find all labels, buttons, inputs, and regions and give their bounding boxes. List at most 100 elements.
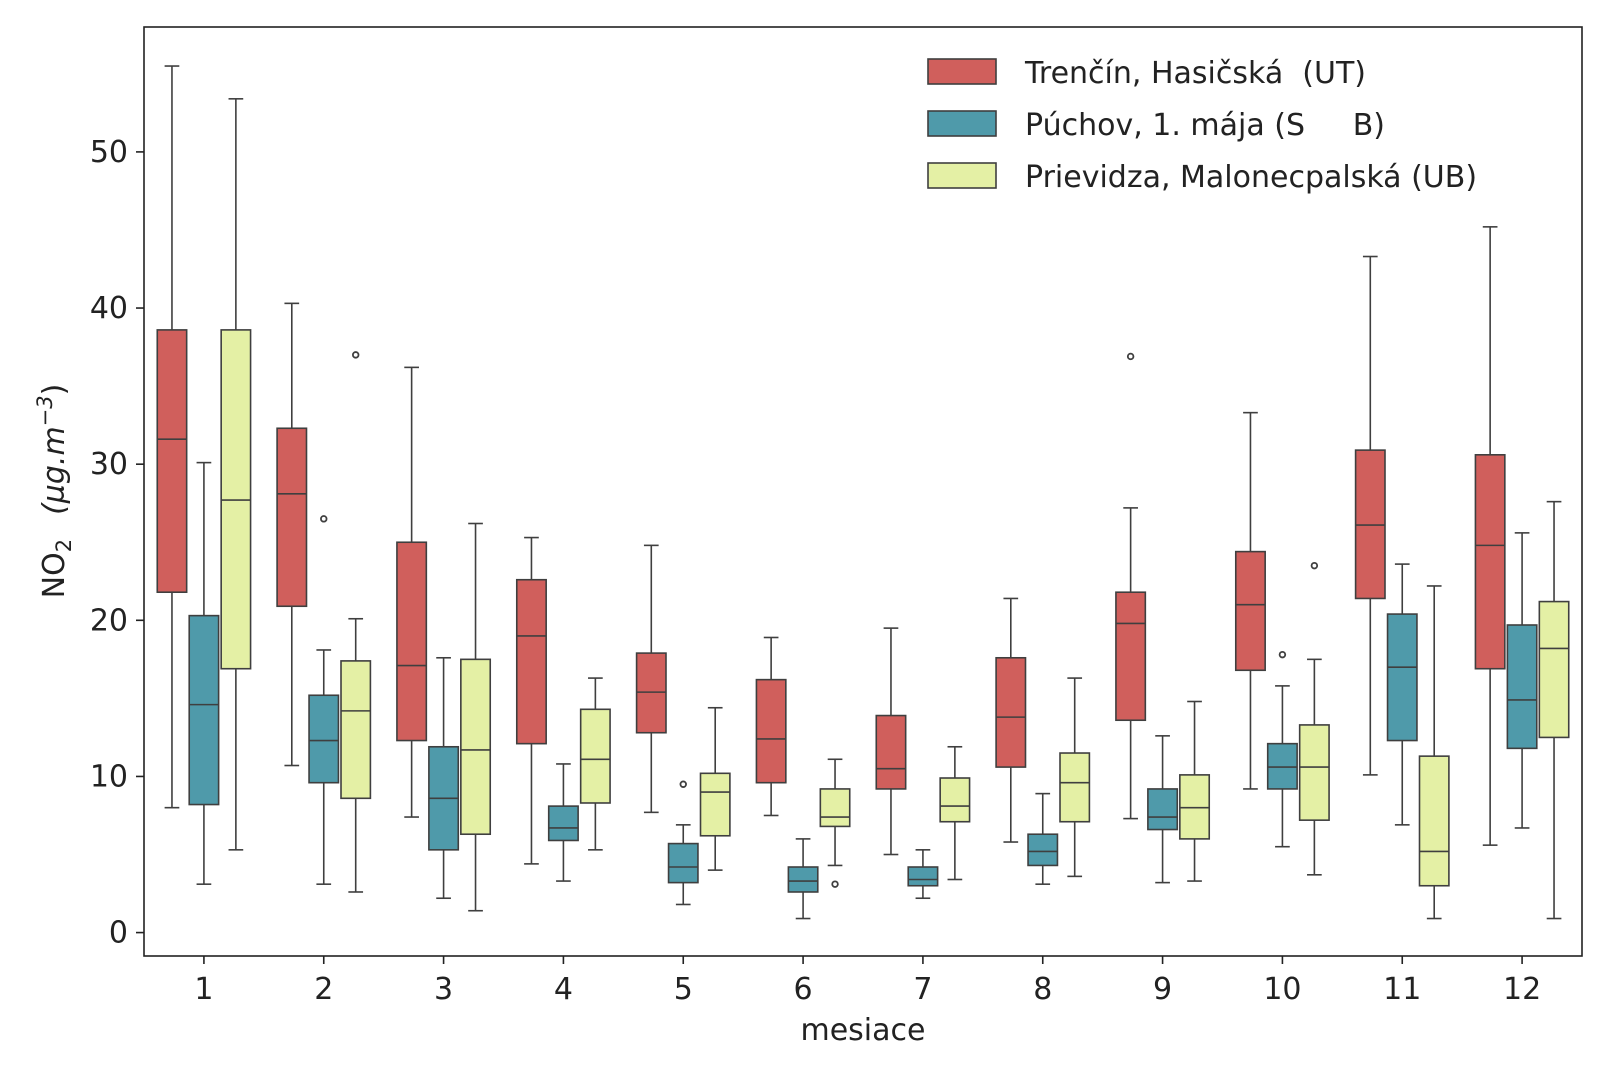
box-body	[276, 427, 308, 608]
legend-item-1: Trenčín, Hasičská (UT)	[927, 56, 1366, 91]
box-body	[1234, 550, 1266, 672]
box-body	[1027, 833, 1059, 867]
box-body	[340, 660, 372, 800]
outlier-point	[352, 351, 360, 359]
y-axis-title: NO2 (µg.m−3)	[33, 384, 76, 599]
legend-item-3: Prievidza, Malonecpalská (UB)	[927, 160, 1477, 195]
y-tick-label: 20	[90, 603, 128, 638]
box-series-2-month-7	[907, 849, 939, 900]
box-series-1-month-11	[1354, 255, 1386, 776]
box-body	[579, 708, 611, 804]
box-body	[460, 658, 492, 836]
series-3	[220, 98, 1570, 920]
plot-area	[156, 65, 1570, 920]
legend: Trenčín, Hasičská (UT) Púchov, 1. mája (S…	[927, 56, 1477, 195]
box-series-3-month-4	[579, 677, 611, 851]
box-body	[1474, 454, 1506, 670]
box-body	[667, 842, 699, 884]
box-body	[755, 678, 787, 784]
legend-swatch	[927, 110, 997, 137]
box-series-3-month-3	[460, 522, 492, 912]
box-series-1-month-6	[755, 636, 787, 817]
x-tick-label: 4	[554, 972, 573, 1007]
box-body	[1418, 755, 1450, 887]
x-tick-label: 8	[1033, 972, 1052, 1007]
svg-text:NO2(µg.m−3): NO2 (µg.m−3)	[33, 384, 76, 599]
x-tick-label: 9	[1153, 972, 1172, 1007]
x-tick-label: 2	[314, 972, 333, 1007]
box-series-3-month-6	[819, 758, 851, 888]
box-series-2-month-5	[667, 780, 699, 906]
y-axis-title-exp: −3	[33, 395, 57, 426]
x-tick-label: 6	[794, 972, 813, 1007]
box-body	[1147, 788, 1179, 831]
box-series-3-month-2	[340, 351, 372, 893]
box-series-3-month-11	[1418, 585, 1450, 920]
y-tick-label: 30	[90, 447, 128, 482]
x-tick-label: 11	[1383, 972, 1421, 1007]
y-tick-label: 10	[90, 759, 128, 794]
box-body	[396, 541, 428, 742]
box-body	[515, 578, 547, 745]
box-series-1-month-12	[1474, 226, 1506, 846]
y-axis-title-main: NO	[37, 552, 72, 598]
box-body	[995, 656, 1027, 768]
box-body	[699, 772, 731, 837]
box-series-2-month-2	[308, 515, 340, 885]
box-series-3-month-9	[1179, 700, 1211, 882]
box-series-1-month-3	[396, 366, 428, 818]
box-body	[1059, 752, 1091, 823]
box-body	[1386, 613, 1418, 742]
outlier-point	[679, 780, 687, 788]
box-series-2-month-6	[787, 838, 819, 920]
box-body	[875, 714, 907, 790]
box-body	[1298, 724, 1330, 821]
box-body	[156, 329, 188, 594]
box-series-2-month-4	[547, 763, 579, 882]
box-body	[819, 788, 851, 828]
y-axis-title-unit: (µg.m	[37, 426, 72, 515]
box-series-2-month-12	[1506, 532, 1538, 829]
box-body	[1115, 591, 1147, 722]
box-series-2-month-8	[1027, 792, 1059, 885]
legend-item-2: Púchov, 1. mája (S B)	[927, 108, 1385, 143]
outlier-point	[320, 515, 328, 523]
x-axis: 1 2 3 4 5 6 7 8 9 10 11 12	[194, 956, 1541, 1007]
x-tick-label: 12	[1503, 972, 1541, 1007]
series-1	[156, 65, 1506, 865]
legend-label: Prievidza, Malonecpalská (UB)	[1025, 160, 1477, 195]
box-body	[1538, 600, 1570, 739]
legend-swatch	[927, 162, 997, 189]
box-series-3-month-7	[939, 745, 971, 881]
box-body	[547, 805, 579, 842]
x-tick-label: 3	[434, 972, 453, 1007]
box-series-1-month-2	[276, 302, 308, 767]
outlier-point	[1310, 561, 1319, 570]
box-series-1-month-5	[635, 544, 667, 814]
y-tick-label: 0	[109, 916, 128, 951]
outlier-point	[831, 880, 839, 888]
box-body	[1506, 624, 1538, 750]
box-series-3-month-8	[1059, 677, 1091, 878]
box-series-1-month-4	[515, 536, 547, 865]
y-tick-label: 40	[90, 291, 128, 326]
box-series-2-month-11	[1386, 563, 1418, 826]
x-tick-label: 10	[1263, 972, 1301, 1007]
legend-label: Púchov, 1. mája (S B)	[1025, 108, 1385, 143]
box-series-1-month-8	[995, 597, 1027, 843]
outlier-point	[1278, 650, 1287, 659]
x-tick-label: 1	[194, 972, 213, 1007]
box-series-2-month-9	[1147, 735, 1179, 884]
x-tick-label: 7	[913, 972, 932, 1007]
box-body	[308, 694, 340, 784]
box-series-2-month-10	[1266, 650, 1298, 848]
box-body	[787, 866, 819, 893]
series-2	[188, 461, 1538, 920]
x-tick-label: 5	[674, 972, 693, 1007]
y-axis-title-close: )	[37, 384, 72, 396]
y-tick-label: 50	[90, 135, 128, 170]
y-axis: 0 10 20 30 40 50	[90, 135, 144, 951]
box-body	[907, 866, 939, 887]
box-series-3-month-12	[1538, 500, 1570, 920]
